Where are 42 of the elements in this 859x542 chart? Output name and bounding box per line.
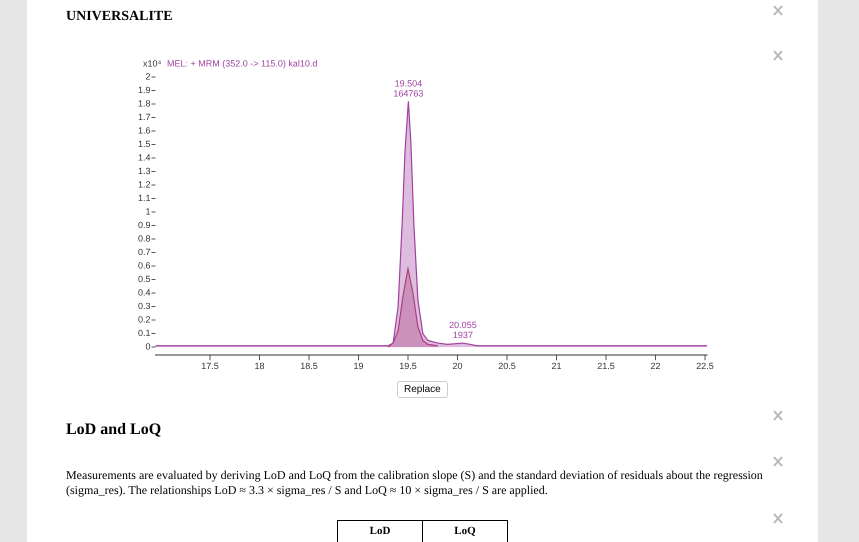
x-tick-label: 18 xyxy=(254,361,264,372)
y-tick-label: 1.7 xyxy=(138,112,151,122)
x-tick-label: 22 xyxy=(650,361,661,372)
y-tick-label: 1.8 xyxy=(138,98,151,108)
y-tick-label: 0.4 xyxy=(138,288,151,298)
y-tick-label: 0 xyxy=(145,342,151,352)
y-tick-label: 1 xyxy=(145,206,151,217)
x-tick-label: 19.5 xyxy=(399,361,417,372)
chart-title: MEL: + MRM (352.0 -> 115.0) kal10.d xyxy=(167,58,318,68)
y-tick-label: 2 xyxy=(145,71,151,82)
y-tick-label: 1.2 xyxy=(138,180,151,190)
x-tick-label: 20 xyxy=(452,361,462,372)
x-tick-label: 20.5 xyxy=(498,361,516,372)
y-tick-label: 0.7 xyxy=(138,247,151,258)
x-tick-label: 19 xyxy=(353,361,364,372)
y-tick-label: 1.6 xyxy=(138,126,151,136)
text: LoD and LoQ xyxy=(66,421,162,439)
text: LoQ xyxy=(422,521,507,542)
x-tick-label: 18.5 xyxy=(300,361,318,372)
annotation: 20.055 1937 xyxy=(449,320,477,340)
y-tick-label: 0.9 xyxy=(138,220,151,230)
y-tick-label: 1.1 xyxy=(138,193,151,204)
x-tick-label: 22.5 xyxy=(696,361,714,372)
text: LoD xyxy=(368,524,392,539)
x-tick-label: 21.5 xyxy=(597,361,615,372)
y-tick-label: 0.6 xyxy=(138,260,151,271)
x-tick-label: 21 xyxy=(551,361,562,372)
y-tick-label: 0.5 xyxy=(138,274,151,284)
y-tick-label: 0.1 xyxy=(138,328,151,338)
text: Measurements are evaluated by deriving LoD and LoQ from the calibration slope (S) and the standard deviation of residuals about the regression (sigma_res). The relationships LoD ≈ 3.3 × sigma_res / S and LoQ ≈ 10 × sigma_res / S are applied. xyxy=(66,468,764,498)
text: UNIVERSALITE xyxy=(66,9,173,25)
text: Replace xyxy=(397,381,448,398)
y-tick-label: 0.2 xyxy=(138,314,151,325)
y-tick-label: 1.9 xyxy=(138,84,151,95)
y-tick-label: 0.8 xyxy=(138,234,151,244)
y-tick-label: 0.3 xyxy=(138,301,151,312)
y-tick-label: 1.4 xyxy=(138,152,151,163)
annotation: 19.504 164763 xyxy=(393,78,424,98)
x-tick-label: 17.5 xyxy=(201,361,219,372)
y-tick-label: 1.5 xyxy=(138,139,151,150)
y-axis-title: x10⁴ xyxy=(143,58,162,68)
y-tick-label: 1.3 xyxy=(138,166,151,176)
